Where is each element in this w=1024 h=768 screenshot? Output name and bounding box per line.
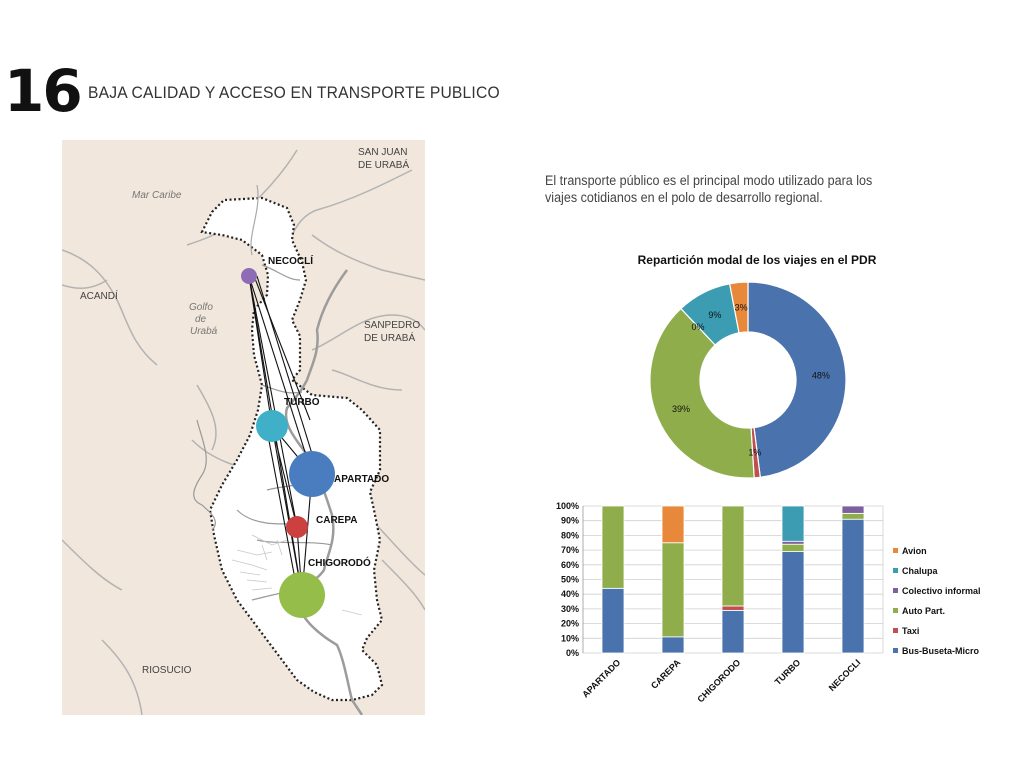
label-golfo-3: Urabá — [190, 326, 218, 337]
bar-y-tick: 80% — [561, 530, 579, 540]
legend-swatch — [893, 648, 898, 653]
legend-swatch — [893, 548, 898, 553]
label-golfo-2: de — [195, 314, 207, 325]
bar-segment — [721, 609, 745, 654]
label-apartado: APARTADO — [334, 474, 389, 485]
label-san-juan-2: DE URABÁ — [358, 158, 409, 171]
label-turbo: TURBO — [284, 397, 320, 408]
bar-segment — [841, 505, 865, 514]
bar-segment — [601, 505, 625, 589]
bar-x-tick: TURBO — [773, 657, 803, 687]
donut-label: 0% — [692, 322, 705, 332]
donut-slice — [649, 307, 755, 479]
bar-y-tick: 0% — [566, 648, 579, 658]
bar-segment — [841, 518, 865, 654]
label-san-juan-1: SAN JUAN — [358, 147, 407, 158]
legend-label: Taxi — [902, 626, 919, 636]
bar-y-tick: 70% — [561, 545, 579, 555]
bar-x-tick: APARTADO — [580, 657, 622, 699]
bar-y-tick: 100% — [556, 501, 579, 511]
bar-segment — [661, 542, 685, 638]
bar-y-tick: 90% — [561, 516, 579, 526]
legend-swatch — [893, 588, 898, 593]
apartado-node — [289, 451, 335, 497]
stacked-bar-chart: 0% 10% 20% 30% 40% 50% 60% 70% 80% 90% 100% APARTA… — [556, 501, 981, 704]
legend-label: Chalupa — [902, 566, 938, 576]
label-sanpedro-1: SANPEDRO — [364, 320, 420, 331]
label-sanpedro-2: DE URABÁ — [364, 331, 415, 344]
bar-x-tick: NECOCLI — [827, 657, 863, 693]
necocli-node — [241, 268, 257, 284]
turbo-node — [256, 410, 288, 442]
bar-y-tick: 10% — [561, 633, 579, 643]
bar-segment — [661, 505, 685, 544]
label-riosucio: RIOSUCIO — [142, 665, 192, 676]
bar-x-tick: CHIGORODO — [695, 657, 742, 704]
intro-text: El transporte público es el principal mo… — [545, 172, 917, 206]
map-rivers-outer — [62, 149, 425, 715]
bar-segment — [781, 543, 805, 552]
label-chigorodo: CHIGORODÓ — [308, 556, 371, 569]
bar-y-tick: 30% — [561, 604, 579, 614]
intro-line-1: El transporte público es el principal mo… — [545, 173, 873, 188]
legend-swatch — [893, 608, 898, 613]
bar-y-tick: 50% — [561, 575, 579, 585]
label-golfo-1: Golfo — [189, 302, 213, 313]
label-carepa: CAREPA — [316, 515, 357, 526]
donut-slice — [728, 281, 749, 334]
carepa-node — [286, 516, 308, 538]
label-acandi: ACANDÍ — [80, 289, 118, 302]
region-map: NECOCLÍ TURBO APARTADO CAREPA CHIGORODÓ … — [62, 140, 425, 715]
bar-segment — [781, 540, 805, 545]
bar-segment — [781, 505, 805, 542]
bar-segment — [601, 587, 625, 654]
donut-label: 3% — [735, 302, 748, 312]
bar-y-tick: 60% — [561, 560, 579, 570]
bar-y-tick: 20% — [561, 619, 579, 629]
donut-title: Repartición modal de los viajes en el PD… — [638, 253, 877, 267]
bar-segment — [721, 605, 745, 611]
legend-label: Bus-Buseta-Micro — [902, 646, 980, 656]
bar-x-tick: CAREPA — [649, 657, 683, 691]
internal-rivers — [231, 534, 363, 616]
legend-label: Colectivo informal — [902, 586, 981, 596]
region-boundary — [200, 196, 384, 702]
donut-label: 39% — [672, 404, 690, 414]
legend-label: Auto Part. — [902, 606, 945, 616]
legend-swatch — [893, 568, 898, 573]
donut-label: 1% — [748, 448, 761, 458]
label-mar-caribe: Mar Caribe — [132, 190, 182, 201]
bar-y-tick: 40% — [561, 589, 579, 599]
legend-label: Avion — [902, 546, 927, 556]
label-necocli: NECOCLÍ — [268, 254, 313, 267]
donut-slice — [747, 281, 847, 478]
bar-segment — [721, 505, 745, 607]
bar-segment — [841, 512, 865, 520]
bar-segment — [781, 551, 805, 654]
donut-label: 48% — [812, 370, 830, 380]
page-number: 16 — [4, 57, 83, 125]
page-title: BAJA CALIDAD Y ACCESO EN TRANSPORTE PUBL… — [88, 83, 500, 102]
donut-label: 9% — [708, 310, 721, 320]
chigorodo-node — [279, 572, 325, 618]
donut-chart: Repartición modal de los viajes en el PD… — [638, 253, 877, 479]
bar-segment — [661, 636, 685, 654]
legend-swatch — [893, 628, 898, 633]
intro-line-2: viajes cotidianos en el polo de desarrol… — [545, 190, 823, 205]
